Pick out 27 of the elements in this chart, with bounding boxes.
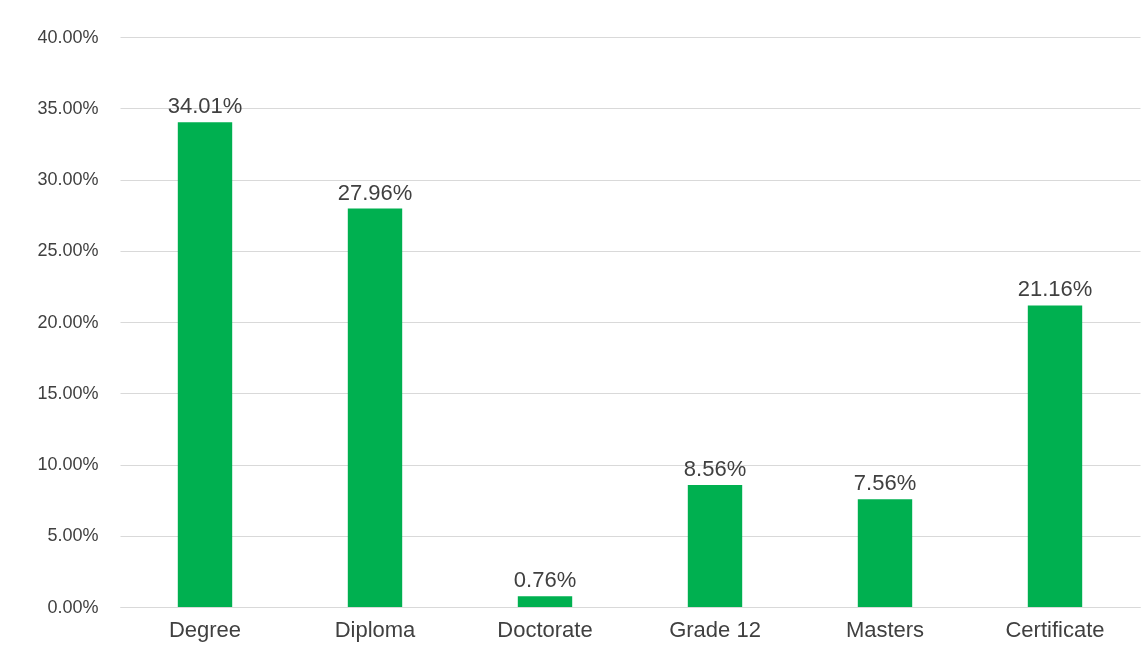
y-tick-label: 10.00% — [37, 454, 99, 474]
y-tick-label: 0.00% — [47, 596, 99, 617]
data-label: 7.56% — [853, 470, 917, 496]
data-label: 8.56% — [683, 456, 747, 482]
data-label: 27.96% — [337, 179, 413, 205]
bar — [687, 485, 743, 607]
y-tick-label: 40.00% — [37, 26, 99, 47]
x-tick-label: Grade 12 — [669, 616, 761, 642]
data-label: 21.16% — [1017, 276, 1093, 302]
bar — [177, 122, 233, 607]
y-tick-label: 15.00% — [37, 382, 99, 403]
x-tick-label: Degree — [168, 616, 242, 642]
bar — [347, 208, 403, 607]
x-tick-label: Diploma — [334, 616, 417, 642]
y-tick-label: 30.00% — [37, 169, 99, 189]
data-label: 34.01% — [167, 93, 243, 119]
y-tick-label: 35.00% — [37, 97, 99, 118]
bar — [1027, 305, 1083, 607]
x-tick-label: Masters — [845, 616, 925, 642]
y-tick-label: 5.00% — [47, 525, 99, 546]
bar — [517, 596, 573, 607]
x-tick-label: Doctorate — [497, 616, 593, 642]
y-tick-label: 20.00% — [37, 311, 99, 332]
bar — [857, 499, 913, 607]
x-tick-label: Certificate — [1005, 616, 1105, 642]
data-label: 0.76% — [513, 567, 577, 593]
y-tick-label: 25.00% — [37, 240, 99, 261]
